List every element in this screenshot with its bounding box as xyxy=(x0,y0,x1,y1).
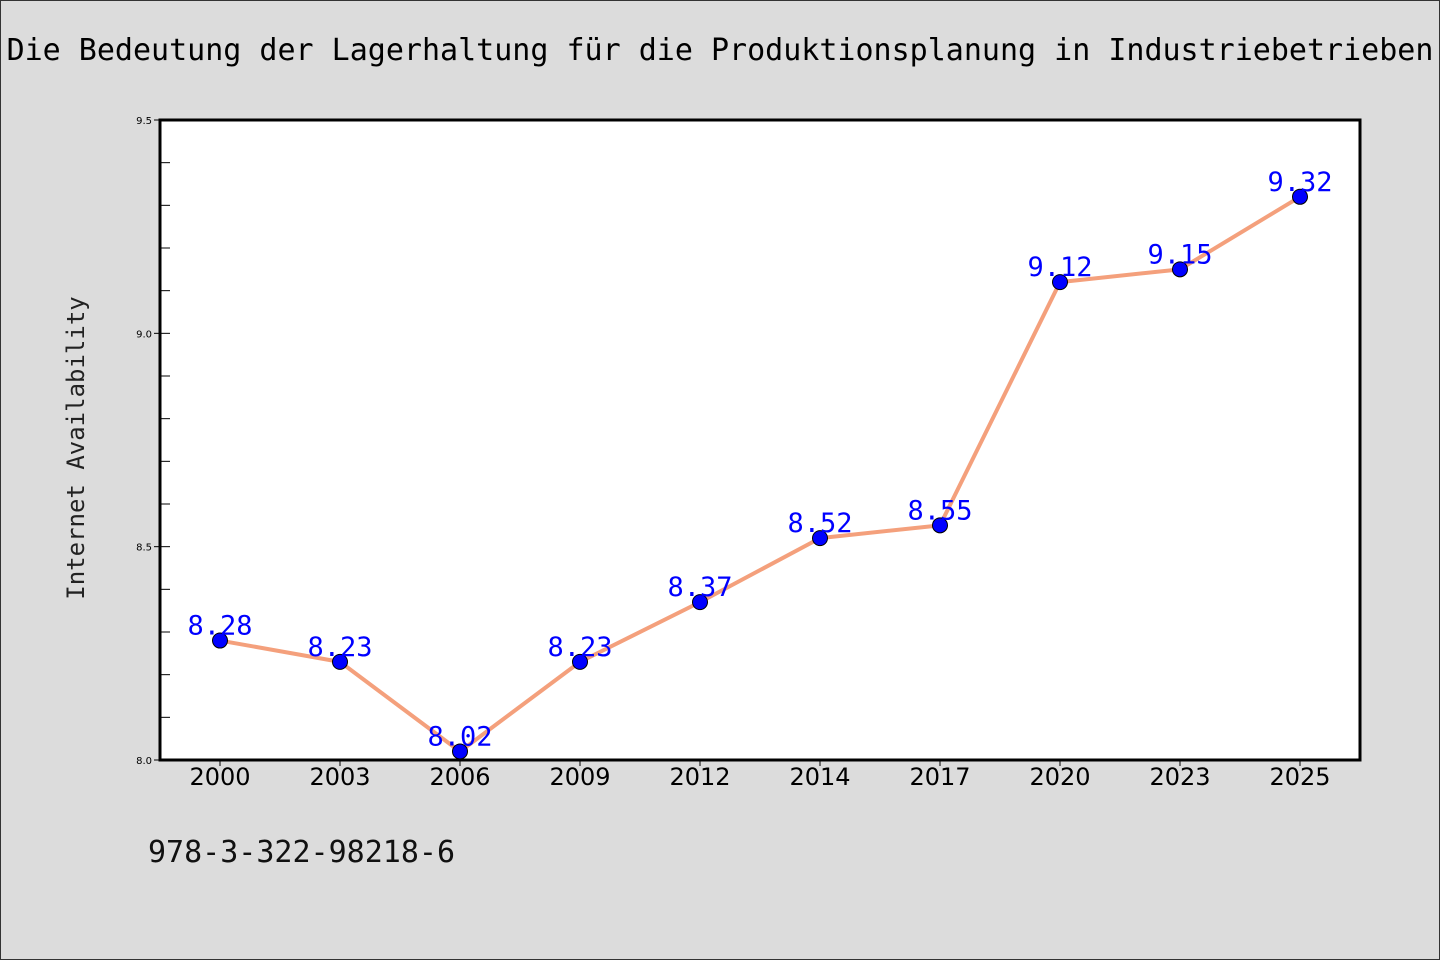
x-tick-label: 2000 xyxy=(189,763,250,791)
data-point xyxy=(212,632,228,649)
x-tick-label: 2023 xyxy=(1149,763,1210,791)
plot-border xyxy=(158,118,1362,762)
x-tick-label: 2014 xyxy=(789,763,850,791)
y-tick-label: 8.0 xyxy=(136,756,152,767)
x-tick-label: 2006 xyxy=(429,763,490,791)
data-label: 9.12 xyxy=(1027,252,1092,283)
data-markers xyxy=(212,188,1308,760)
y-tick-label: 8.5 xyxy=(136,543,152,554)
data-label: 8.02 xyxy=(427,721,492,752)
x-tick-label: 2003 xyxy=(309,763,370,791)
data-label: 8.23 xyxy=(307,632,372,663)
x-tick-label: 2012 xyxy=(669,763,730,791)
data-point xyxy=(1292,188,1308,205)
data-label: 9.32 xyxy=(1267,167,1332,198)
data-label: 8.52 xyxy=(787,508,852,539)
data-label: 8.23 xyxy=(547,632,612,663)
x-tick-label: 2017 xyxy=(909,763,970,791)
y-axis-ticks: 8.0 8.5 9.0 9.5 xyxy=(136,116,160,767)
data-point xyxy=(572,653,588,670)
x-axis-ticks: 2000 2003 2006 2009 2012 2014 2017 2020 2023 2025 xyxy=(189,760,1331,791)
series-line xyxy=(219,195,1302,754)
isbn-text: 978-3-322-98218-6 xyxy=(148,835,456,870)
data-point xyxy=(812,530,828,547)
x-tick-label: 2020 xyxy=(1029,763,1090,791)
x-tick-label: 2009 xyxy=(549,763,610,791)
y-tick-label: 9.0 xyxy=(136,329,152,340)
x-tick-label: 2025 xyxy=(1269,763,1330,791)
chart-title: Die Bedeutung der Lagerhaltung für die P… xyxy=(6,33,1434,68)
data-point xyxy=(692,594,708,611)
data-label: 9.15 xyxy=(1147,239,1212,270)
data-label: 8.37 xyxy=(667,572,732,603)
data-labels: 8.28 8.23 8.02 8.23 8.37 8.52 8.55 9.12 9.15 9.32 xyxy=(187,167,1332,753)
y-tick-label: 9.5 xyxy=(136,116,152,127)
data-label: 8.55 xyxy=(907,495,972,526)
data-label: 8.28 xyxy=(187,611,252,642)
data-point xyxy=(1052,274,1068,291)
plot-area xyxy=(160,120,1360,760)
data-point xyxy=(932,517,948,534)
data-point xyxy=(332,653,348,670)
data-point xyxy=(1172,261,1188,278)
